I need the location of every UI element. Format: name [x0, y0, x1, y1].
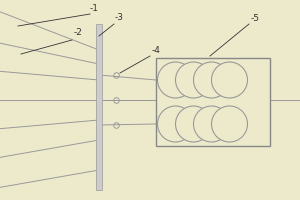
Bar	[96, 24, 102, 190]
Text: -5: -5	[250, 14, 260, 23]
Text: -3: -3	[115, 13, 124, 22]
Text: -4: -4	[152, 46, 160, 55]
Ellipse shape	[158, 62, 194, 98]
Ellipse shape	[212, 106, 248, 142]
Text: -1: -1	[90, 4, 99, 13]
Bar	[156, 58, 270, 146]
Ellipse shape	[212, 62, 248, 98]
Ellipse shape	[176, 106, 212, 142]
Text: -2: -2	[74, 28, 82, 37]
Ellipse shape	[158, 106, 194, 142]
Ellipse shape	[194, 62, 230, 98]
Ellipse shape	[194, 106, 230, 142]
Ellipse shape	[176, 62, 212, 98]
